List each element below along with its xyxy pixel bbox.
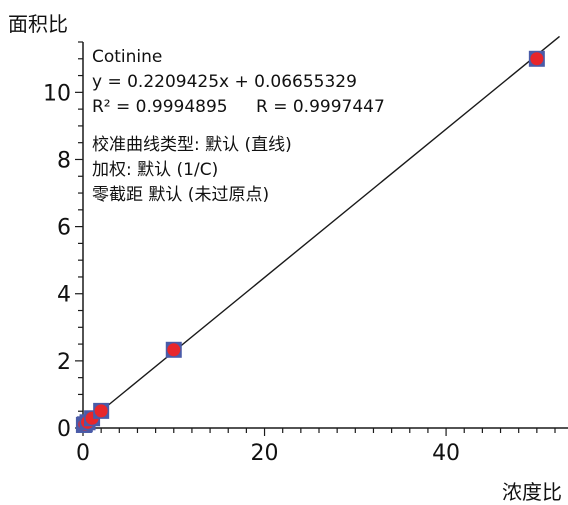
- y-tick-label: 2: [57, 350, 71, 375]
- point-dot-marker: [167, 343, 181, 357]
- regression-line-group: [82, 35, 560, 427]
- y-tick-label: 4: [57, 283, 71, 308]
- regression-line: [82, 35, 560, 427]
- axes: [82, 42, 568, 429]
- curve-type: 校准曲线类型: 默认 (直线): [92, 135, 292, 155]
- r-squared: R² = 0.9994895: [92, 97, 228, 117]
- y-tick-label: 10: [43, 81, 71, 106]
- r-value: R = 0.9997447: [256, 97, 385, 117]
- regression-equation: y = 0.2209425x + 0.06655329: [92, 72, 357, 92]
- data-points: [75, 50, 545, 433]
- y-axis-label: 面积比: [8, 12, 68, 36]
- y-tick-label: 8: [57, 148, 71, 173]
- x-tick-label: 0: [76, 441, 90, 466]
- y-tick-label: 0: [57, 417, 71, 442]
- data-point: [165, 341, 182, 358]
- tick-labels: 0 2 4 6 8 10 0 20 40: [43, 81, 460, 466]
- x-tick-label: 20: [251, 441, 279, 466]
- data-point: [93, 402, 110, 419]
- x-tick-label: 40: [432, 441, 460, 466]
- weighting: 加权: 默认 (1/C): [92, 160, 219, 180]
- point-dot-marker: [94, 404, 108, 418]
- point-dot-marker: [530, 52, 544, 66]
- origin-setting: 零截距 默认 (未过原点): [92, 185, 270, 205]
- tick-marks: [75, 41, 556, 436]
- data-point: [528, 50, 545, 67]
- y-tick-label: 6: [57, 216, 71, 241]
- compound-name: Cotinine: [92, 47, 163, 67]
- x-axis-label: 浓度比: [502, 480, 562, 504]
